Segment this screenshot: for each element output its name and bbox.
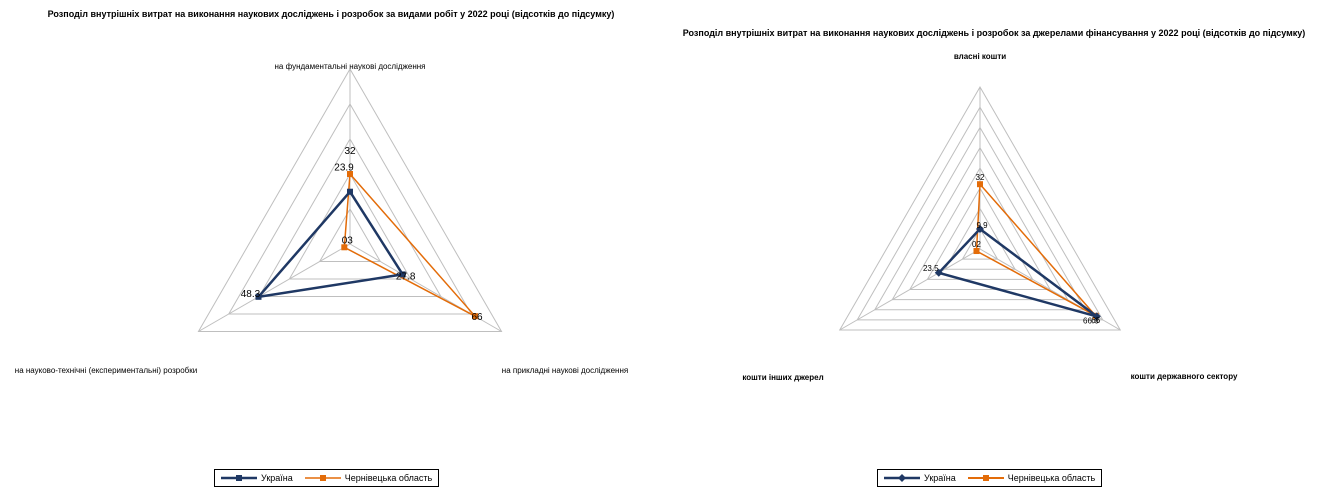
legend-swatch-ukraine	[221, 475, 257, 481]
data-label: 48.3	[241, 289, 261, 300]
data-label: 32	[344, 146, 356, 157]
axis-spoke	[839, 248, 981, 331]
axis-label-fundamental: на фундаментальні наукові дослідження	[274, 62, 426, 71]
grid-ring	[318, 207, 382, 262]
series-line-ukraine	[255, 189, 405, 299]
legend-swatch-chernivtsi	[967, 475, 1004, 481]
series-line-ukraine	[936, 227, 1098, 318]
chart-title: Розподіл внутрішніх витрат на виконання …	[47, 9, 615, 19]
data-point-marker	[1092, 312, 1101, 321]
chart-legend: Україна Чернівецька область	[877, 469, 1103, 487]
legend-label: Чернівецька область	[344, 473, 433, 483]
legend-label: Україна	[924, 473, 956, 483]
chart-panel-funding-sources: Розподіл внутрішніх витрат на виконання …	[663, 0, 1325, 490]
chart-legend: Україна Чернівецька область	[214, 469, 440, 487]
data-label: 23.9	[334, 163, 354, 174]
grid-ring	[926, 187, 1034, 280]
axis-label-experimental: на науково-технічні (експериментальні) р…	[14, 366, 198, 375]
data-label: 03	[342, 235, 354, 246]
legend-item-chernivtsi: Чернівецька область	[967, 473, 1096, 483]
data-label: 66.6	[1083, 316, 1099, 325]
legend-swatch-chernivtsi	[304, 475, 341, 481]
axis-label-other-sources: кошти інших джерел	[742, 373, 824, 382]
data-point-marker	[341, 244, 348, 251]
data-label: 27.8	[396, 271, 416, 282]
data-label: 9.9	[976, 221, 988, 230]
axis-spoke	[198, 243, 351, 332]
legend-item-ukraine: Україна	[884, 473, 956, 483]
data-point-marker	[934, 268, 943, 277]
grid-ring	[856, 106, 1104, 321]
data-point-marker	[347, 188, 353, 195]
legend-item-ukraine: Україна	[221, 473, 293, 483]
legend-label: Чернівецька область	[1007, 473, 1096, 483]
data-label: 66	[471, 312, 483, 323]
legend-label: Україна	[261, 473, 293, 483]
grid-ring	[944, 207, 1016, 270]
grid-ring	[838, 85, 1122, 331]
radar-chart: 9.9 66.6 23.5 32 66 02	[838, 85, 1122, 331]
grid-ring	[961, 227, 999, 260]
series-line-chernivtsi	[343, 172, 476, 317]
axis-label-own-funds: власні кошти	[953, 52, 1007, 61]
grid-ring	[908, 167, 1052, 290]
grid-ring	[891, 146, 1069, 301]
data-label: 32	[976, 173, 985, 182]
axis-label-applied: на прикладні наукові дослідження	[501, 366, 629, 375]
data-point-marker	[255, 293, 262, 300]
data-point-marker	[399, 271, 406, 278]
data-point-marker	[976, 224, 984, 233]
data-point-marker	[472, 313, 479, 320]
grid-ring	[873, 126, 1087, 311]
legend-item-chernivtsi: Чернівецька область	[304, 473, 433, 483]
legend-swatch-ukraine	[884, 474, 920, 482]
data-label: 23.5	[923, 264, 939, 273]
data-label: 66	[1091, 316, 1100, 325]
axis-label-state-sector: кошти державного сектору	[1130, 372, 1238, 381]
grid-ring	[258, 138, 442, 297]
chart-panel-work-types: Розподіл внутрішніх витрат на виконання …	[0, 0, 662, 490]
data-label: 02	[972, 240, 981, 249]
data-point-marker	[973, 248, 980, 255]
grid-ring	[197, 67, 503, 332]
chart-title: Розподіл внутрішніх витрат на виконання …	[682, 28, 1306, 38]
grid-ring	[227, 103, 473, 315]
data-point-marker	[347, 171, 353, 177]
radar-chart: 23.9 27.8 48.3 32 66 03	[197, 67, 503, 332]
data-point-marker	[977, 181, 983, 188]
series-line-chernivtsi	[975, 182, 1097, 317]
